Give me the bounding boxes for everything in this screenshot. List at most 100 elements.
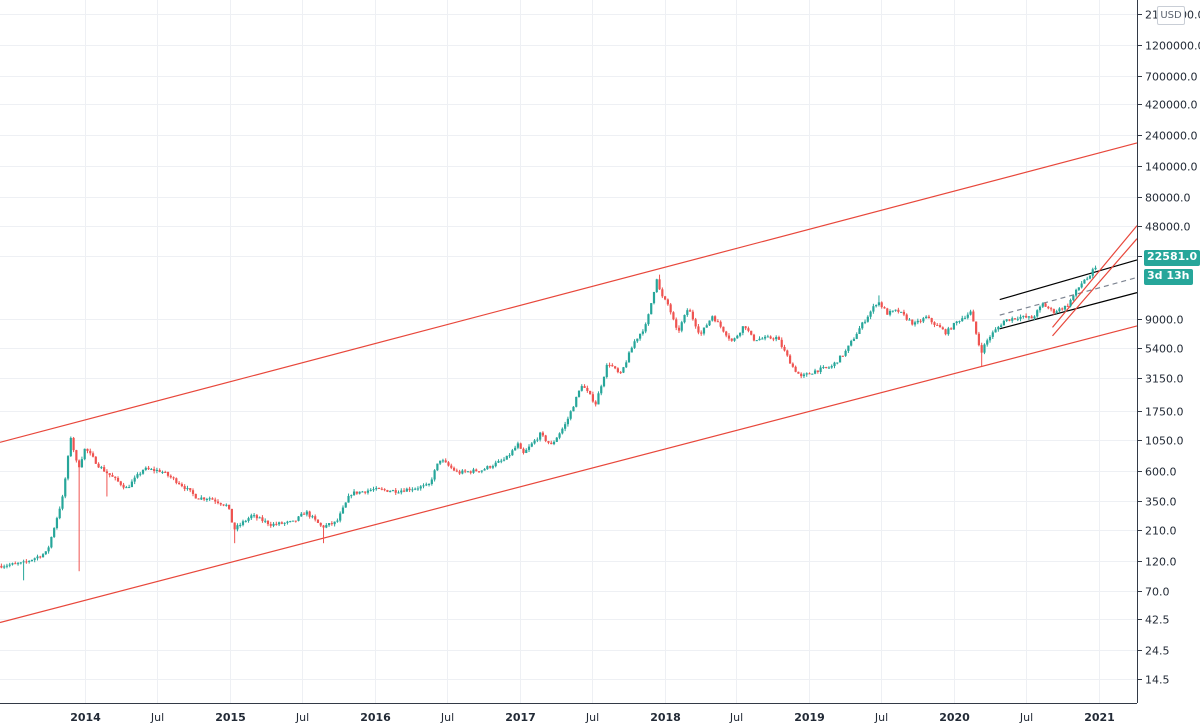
candle-body[interactable] — [886, 308, 889, 315]
candle-body[interactable] — [838, 355, 842, 363]
candle-body[interactable] — [239, 524, 242, 526]
candle-body[interactable] — [652, 292, 656, 304]
candle-body[interactable] — [450, 465, 453, 468]
candle-body[interactable] — [1050, 308, 1053, 310]
candle-body[interactable] — [430, 479, 433, 485]
candle-body[interactable] — [139, 473, 142, 475]
candle-body[interactable] — [530, 443, 533, 447]
candle-body[interactable] — [614, 366, 617, 369]
candle-body[interactable] — [941, 327, 944, 330]
candle-body[interactable] — [880, 302, 883, 308]
candle-body[interactable] — [330, 523, 333, 525]
candle-body[interactable] — [825, 366, 828, 368]
candle-body[interactable] — [980, 345, 983, 353]
candlestick-series[interactable] — [0, 265, 1097, 581]
candle-body[interactable] — [100, 467, 103, 469]
candle-body[interactable] — [511, 450, 514, 456]
candle-body[interactable] — [983, 344, 986, 353]
candle-body[interactable] — [466, 471, 470, 473]
candle-body[interactable] — [116, 477, 120, 482]
candle-body[interactable] — [850, 340, 853, 346]
candle-body[interactable] — [1019, 316, 1022, 319]
candle-body[interactable] — [630, 347, 633, 353]
candle-body[interactable] — [327, 523, 331, 526]
candle-body[interactable] — [352, 491, 356, 496]
candle-body[interactable] — [575, 396, 578, 407]
candle-body[interactable] — [380, 488, 383, 490]
candle-body[interactable] — [16, 563, 20, 565]
candle-body[interactable] — [641, 331, 644, 334]
candle-body[interactable] — [147, 467, 150, 470]
candle-body[interactable] — [925, 316, 928, 319]
candle-body[interactable] — [977, 333, 981, 346]
candle-body[interactable] — [733, 338, 736, 341]
candle-body[interactable] — [11, 563, 14, 565]
candle-body[interactable] — [589, 390, 592, 395]
candle-body[interactable] — [266, 520, 270, 525]
candle-body[interactable] — [83, 448, 86, 460]
candle-body[interactable] — [66, 456, 70, 479]
candle-body[interactable] — [716, 321, 719, 323]
candle-body[interactable] — [905, 314, 908, 320]
candle-body[interactable] — [111, 475, 114, 477]
candle-body[interactable] — [277, 522, 281, 525]
candle-body[interactable] — [616, 368, 619, 373]
candle-body[interactable] — [386, 490, 389, 492]
candle-body[interactable] — [555, 437, 558, 442]
candle-body[interactable] — [297, 516, 300, 521]
candle-body[interactable] — [655, 279, 658, 293]
candle-body[interactable] — [477, 471, 481, 473]
candle-body[interactable] — [1022, 315, 1025, 317]
candle-body[interactable] — [439, 460, 442, 464]
candle-body[interactable] — [33, 558, 36, 560]
candle-body[interactable] — [114, 476, 117, 478]
candle-body[interactable] — [241, 521, 245, 525]
candle-body[interactable] — [489, 466, 492, 468]
candle-body[interactable] — [200, 497, 203, 500]
candle-body[interactable] — [383, 489, 386, 491]
candle-body[interactable] — [963, 317, 967, 319]
candle-body[interactable] — [858, 328, 861, 334]
candle-body[interactable] — [908, 319, 911, 321]
candle-body[interactable] — [822, 366, 825, 368]
candle-body[interactable] — [930, 318, 933, 323]
candle-body[interactable] — [325, 525, 328, 528]
candle-body[interactable] — [153, 469, 156, 471]
candle-body[interactable] — [436, 463, 439, 471]
candle-body[interactable] — [72, 437, 75, 451]
candle-body[interactable] — [800, 373, 803, 377]
candle-body[interactable] — [572, 406, 575, 412]
candle-body[interactable] — [336, 520, 339, 522]
candle-body[interactable] — [730, 338, 733, 341]
candle-body[interactable] — [308, 511, 311, 517]
candle-body[interactable] — [236, 525, 239, 530]
candle-body[interactable] — [219, 503, 222, 505]
candle-body[interactable] — [233, 522, 236, 530]
candle-body[interactable] — [883, 307, 886, 309]
currency-badge[interactable]: USD — [1157, 6, 1185, 25]
candle-body[interactable] — [1055, 311, 1058, 313]
candle-body[interactable] — [602, 376, 606, 387]
candle-body[interactable] — [550, 442, 553, 445]
candle-body[interactable] — [80, 459, 84, 468]
candle-body[interactable] — [819, 367, 822, 372]
candle-body[interactable] — [708, 320, 711, 326]
candle-body[interactable] — [711, 316, 714, 321]
candle-body[interactable] — [94, 456, 97, 464]
candle-body[interactable] — [541, 432, 545, 436]
candle-body[interactable] — [302, 513, 306, 515]
candle-body[interactable] — [911, 319, 914, 325]
candle-body[interactable] — [283, 522, 286, 524]
candle-body[interactable] — [797, 371, 800, 374]
candle-body[interactable] — [358, 491, 361, 494]
candle-body[interactable] — [291, 520, 295, 522]
candle-body[interactable] — [372, 489, 375, 491]
candle-body[interactable] — [697, 326, 700, 333]
candle-body[interactable] — [108, 473, 111, 476]
candle-body[interactable] — [1091, 269, 1094, 276]
candle-body[interactable] — [597, 393, 600, 405]
candle-body[interactable] — [902, 311, 906, 315]
candle-body[interactable] — [305, 511, 308, 515]
candle-body[interactable] — [150, 469, 153, 471]
candle-body[interactable] — [122, 484, 125, 488]
